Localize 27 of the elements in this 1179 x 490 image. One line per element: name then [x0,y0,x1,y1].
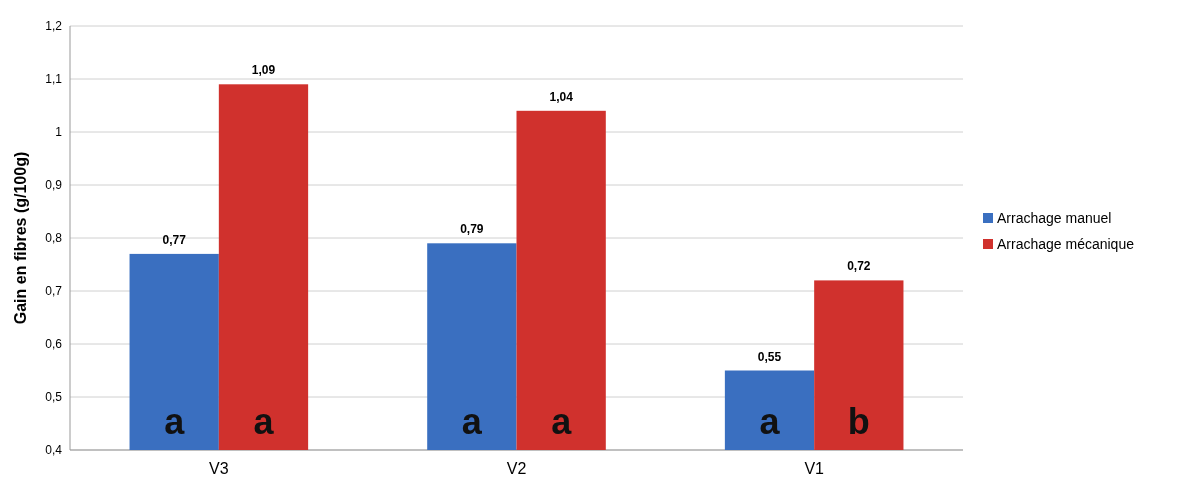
y-tick-label: 0,8 [45,231,63,246]
annotation: b [847,401,870,443]
y-tick-label: 0,4 [45,443,63,458]
annotation: a [253,401,275,443]
data-label: 0,79 [460,222,484,237]
y-axis-title: Gain en fibres (g/100g) [12,151,29,325]
x-tick-label: V3 [209,460,229,477]
x-tick-label: V1 [804,460,825,477]
y-tick-label: 0,9 [45,178,63,193]
data-label: 1,04 [549,89,574,104]
y-tick-label: 1,1 [45,72,63,87]
annotation: a [461,401,483,443]
legend-label: Arrachage mécanique [997,235,1135,252]
y-tick-label: 1 [55,125,63,140]
data-label: 0,77 [162,232,187,247]
data-label: 0,72 [847,259,871,274]
annotation: a [164,401,186,443]
data-label: 1,09 [251,63,276,78]
y-tick-label: 0,6 [45,337,63,352]
data-label: 0,55 [757,349,782,364]
y-tick-label: 0,7 [45,284,63,299]
legend-label: Arrachage manuel [997,209,1112,226]
annotation: a [759,401,781,443]
y-tick-label: 0,5 [45,390,63,405]
y-tick-label: 1,2 [45,19,63,34]
x-tick-label: V2 [506,460,527,477]
annotation: a [551,401,573,443]
